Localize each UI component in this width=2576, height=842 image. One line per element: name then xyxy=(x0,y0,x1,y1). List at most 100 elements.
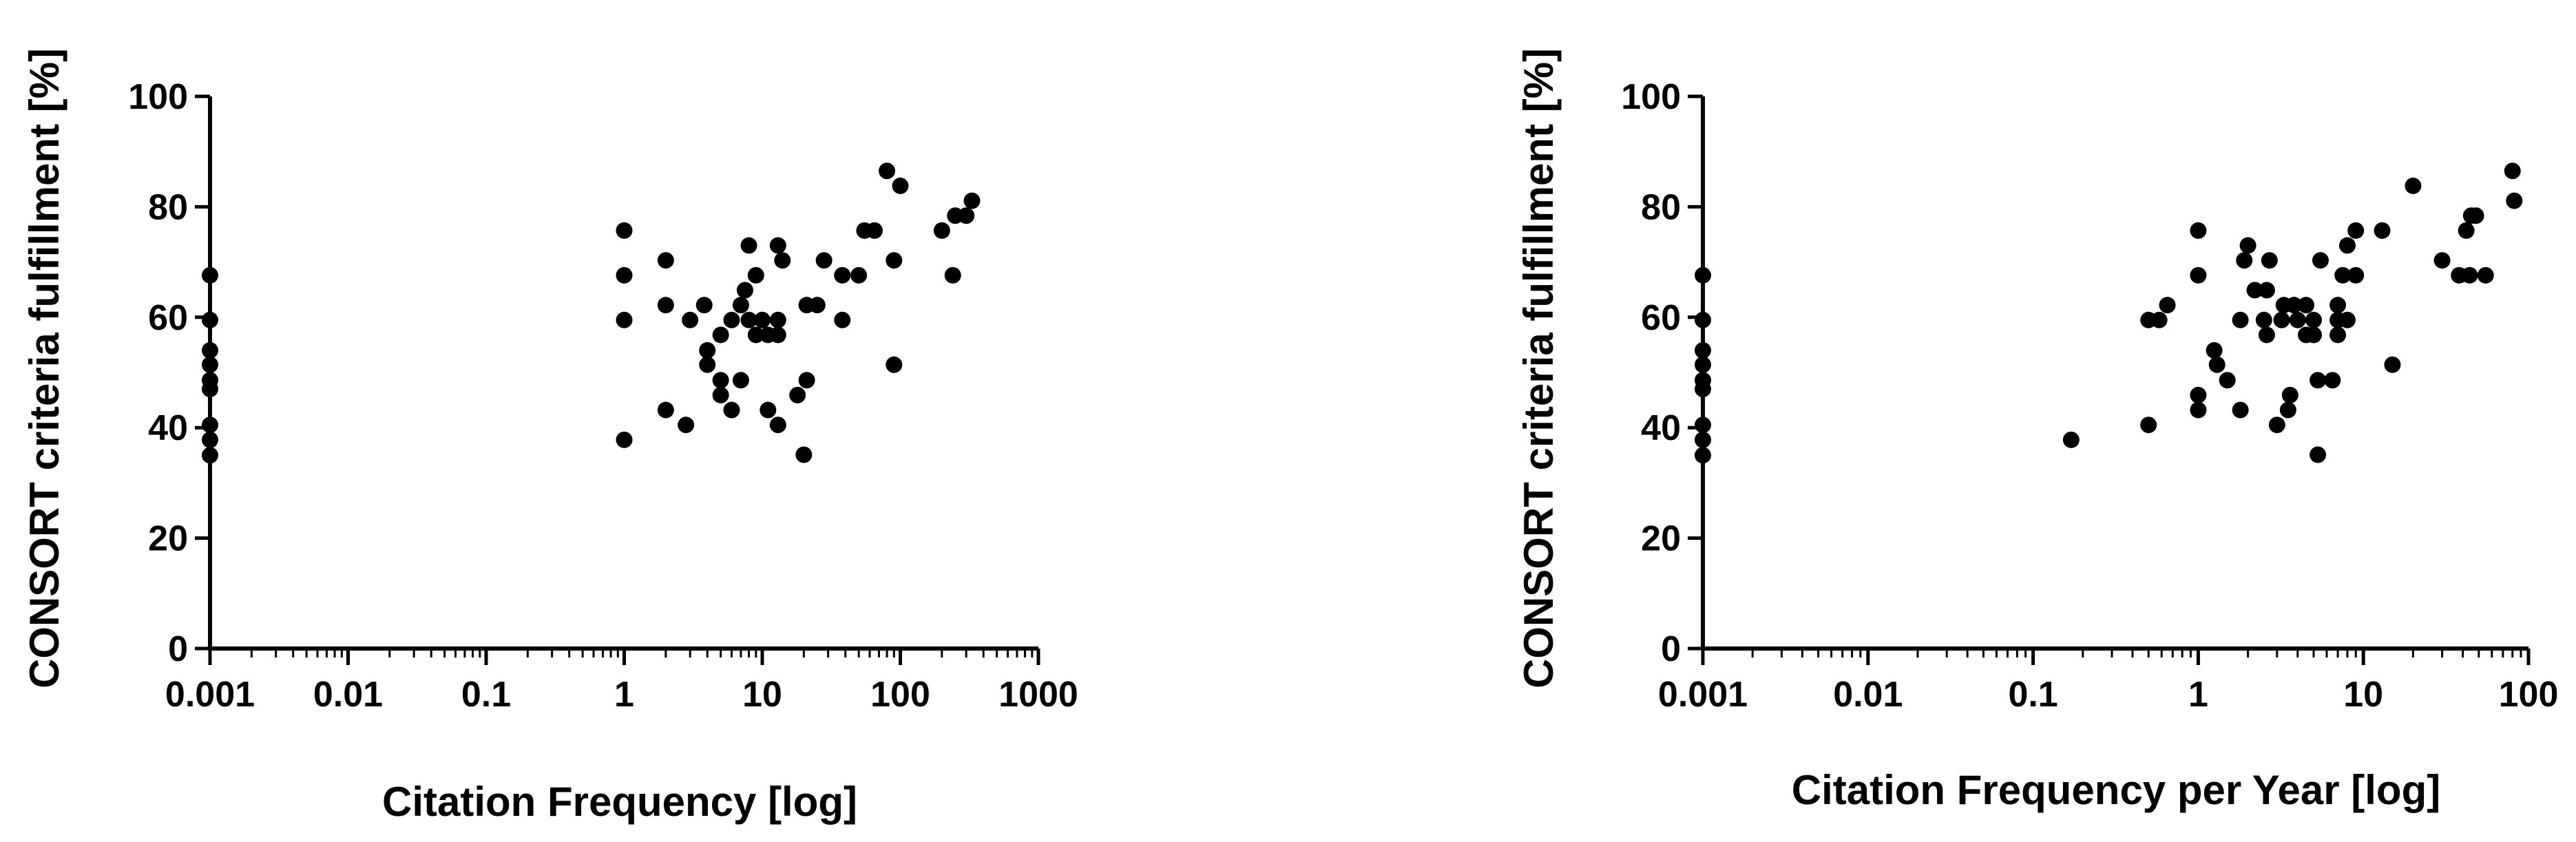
left-y-tick-label: 0 xyxy=(168,629,188,669)
right-data-point xyxy=(2461,266,2478,284)
right-data-point xyxy=(2190,386,2207,403)
left-x-tick-label: 0.01 xyxy=(313,675,383,715)
left-data-point xyxy=(616,431,633,448)
left-y-tick-label: 100 xyxy=(128,77,188,117)
right-data-point xyxy=(2232,311,2249,328)
right-y-tick-label: 80 xyxy=(1641,187,1681,227)
left-y-tick-label: 80 xyxy=(148,187,188,227)
left-data-point xyxy=(732,297,749,314)
left-data-point xyxy=(723,401,740,419)
right-data-point xyxy=(2305,326,2323,344)
left-data-point xyxy=(678,417,695,434)
left-x-tick-label: 10 xyxy=(742,675,782,715)
left-data-point xyxy=(699,356,716,373)
right-data-point xyxy=(2285,297,2303,314)
right-data-point xyxy=(2273,311,2290,328)
left-x-tick-label: 1000 xyxy=(998,675,1078,715)
left-x-tick-label: 0.1 xyxy=(461,675,511,715)
right-data-point xyxy=(2140,417,2157,434)
left-x-tick-label: 100 xyxy=(870,675,930,715)
right-data-point xyxy=(2504,162,2521,180)
left-data-point xyxy=(963,192,981,209)
right-data-point xyxy=(2324,372,2341,389)
left-data-point xyxy=(202,431,218,448)
left-data-point xyxy=(747,266,764,284)
right-x-tick-label: 100 xyxy=(2499,675,2559,715)
right-data-point xyxy=(2232,401,2249,419)
left-x-axis-title: Citation Frequency [log] xyxy=(382,779,857,825)
right-data-point xyxy=(2239,237,2256,254)
right-data-point xyxy=(2347,266,2365,284)
left-data-point xyxy=(866,222,883,239)
left-data-point xyxy=(682,311,699,328)
right-data-point xyxy=(2384,356,2401,373)
right-data-point xyxy=(1695,356,1711,373)
right-data-point xyxy=(2261,252,2278,269)
right-data-point xyxy=(2190,401,2207,419)
left-y-tick-label: 20 xyxy=(148,519,188,559)
right-data-point xyxy=(2334,266,2352,284)
right-data-point xyxy=(2268,417,2285,434)
left-data-point xyxy=(657,401,674,419)
left-data-point xyxy=(740,311,757,328)
right-data-point xyxy=(1695,266,1711,284)
left-data-point xyxy=(769,326,786,344)
right-data-point xyxy=(2258,282,2275,299)
left-data-point xyxy=(695,297,713,314)
left-data-point xyxy=(769,417,786,434)
left-data-point xyxy=(789,386,806,403)
left-data-point xyxy=(740,237,757,254)
right-data-point xyxy=(2206,341,2223,359)
right-data-point xyxy=(2338,311,2356,328)
right-data-point xyxy=(2159,297,2176,314)
left-data-point xyxy=(815,252,833,269)
right-data-point xyxy=(2374,222,2391,239)
right-y-axis-title: CONSORT criteria fulfillment [%] xyxy=(1516,48,1562,688)
right-x-tick-label: 10 xyxy=(2343,675,2383,715)
left-data-point xyxy=(892,177,909,194)
right-x-tick-label: 1 xyxy=(2188,675,2208,715)
right-y-tick-label: 40 xyxy=(1641,408,1681,448)
left-data-point xyxy=(712,386,729,403)
right-data-point xyxy=(1695,341,1711,359)
left-data-point xyxy=(616,266,633,284)
right-data-point xyxy=(2312,252,2329,269)
right-data-point xyxy=(2246,282,2263,299)
right-data-point xyxy=(2405,177,2422,194)
right-scatter-plot: CONSORT criteria fulfillment [%] Citatio… xyxy=(1516,48,2558,813)
left-data-point xyxy=(747,326,764,344)
right-y-tick-label: 0 xyxy=(1661,629,1681,669)
left-data-point xyxy=(834,311,851,328)
right-data-point xyxy=(2347,222,2365,239)
left-data-point xyxy=(723,311,740,328)
right-data-point xyxy=(2433,252,2451,269)
left-data-point xyxy=(798,372,815,389)
left-data-point xyxy=(202,417,218,434)
right-y-tick-label: 100 xyxy=(1621,77,1681,117)
left-data-point xyxy=(774,252,791,269)
left-data-point xyxy=(754,311,771,328)
right-x-tick-label: 0.001 xyxy=(1658,675,1748,715)
right-data-point xyxy=(2236,252,2253,269)
right-data-point xyxy=(2190,266,2207,284)
left-data-point xyxy=(202,266,218,284)
right-data-point xyxy=(2298,297,2315,314)
left-data-point xyxy=(712,326,729,344)
right-x-tick-label: 0.01 xyxy=(1833,675,1903,715)
right-data-point xyxy=(2279,401,2296,419)
right-data-point xyxy=(2477,266,2494,284)
left-y-tick-label: 40 xyxy=(148,408,188,448)
left-data-point xyxy=(769,237,786,254)
left-data-point xyxy=(616,311,633,328)
left-y-axis-title: CONSORT criteria fulfillment [%] xyxy=(21,48,67,688)
right-data-point xyxy=(2062,431,2080,448)
left-data-point xyxy=(202,447,218,464)
right-data-point xyxy=(2305,311,2323,328)
right-data-point xyxy=(2255,311,2272,328)
left-data-point xyxy=(933,222,950,239)
left-data-point xyxy=(202,341,218,359)
left-data-point xyxy=(850,266,868,284)
right-data-point xyxy=(2150,311,2168,328)
right-data-point xyxy=(2281,386,2298,403)
